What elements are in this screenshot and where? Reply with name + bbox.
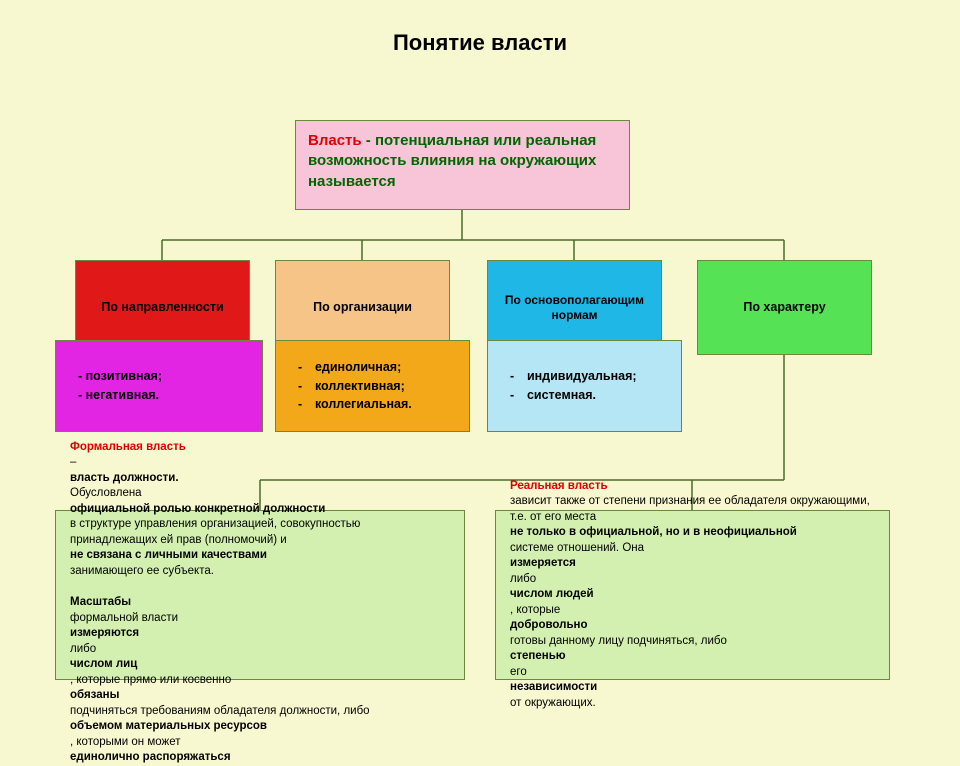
page-title: Понятие власти [0, 30, 960, 56]
sub-box-1: - единоличная;- коллективная;- коллегиал… [275, 340, 470, 432]
definition-box: Власть - потенциальная или реальная возм… [295, 120, 630, 210]
bottom-box-1: Реальная власть зависит также от степени… [495, 510, 890, 680]
definition-highlight: Власть [308, 132, 362, 149]
category-box-3: По характеру [697, 260, 872, 355]
sub-box-0: - позитивная;- негативная. [55, 340, 263, 432]
bottom-box-0: Формальная власть – власть должности. Об… [55, 510, 465, 680]
sub-box-2: - индивидуальная;- системная. [487, 340, 682, 432]
